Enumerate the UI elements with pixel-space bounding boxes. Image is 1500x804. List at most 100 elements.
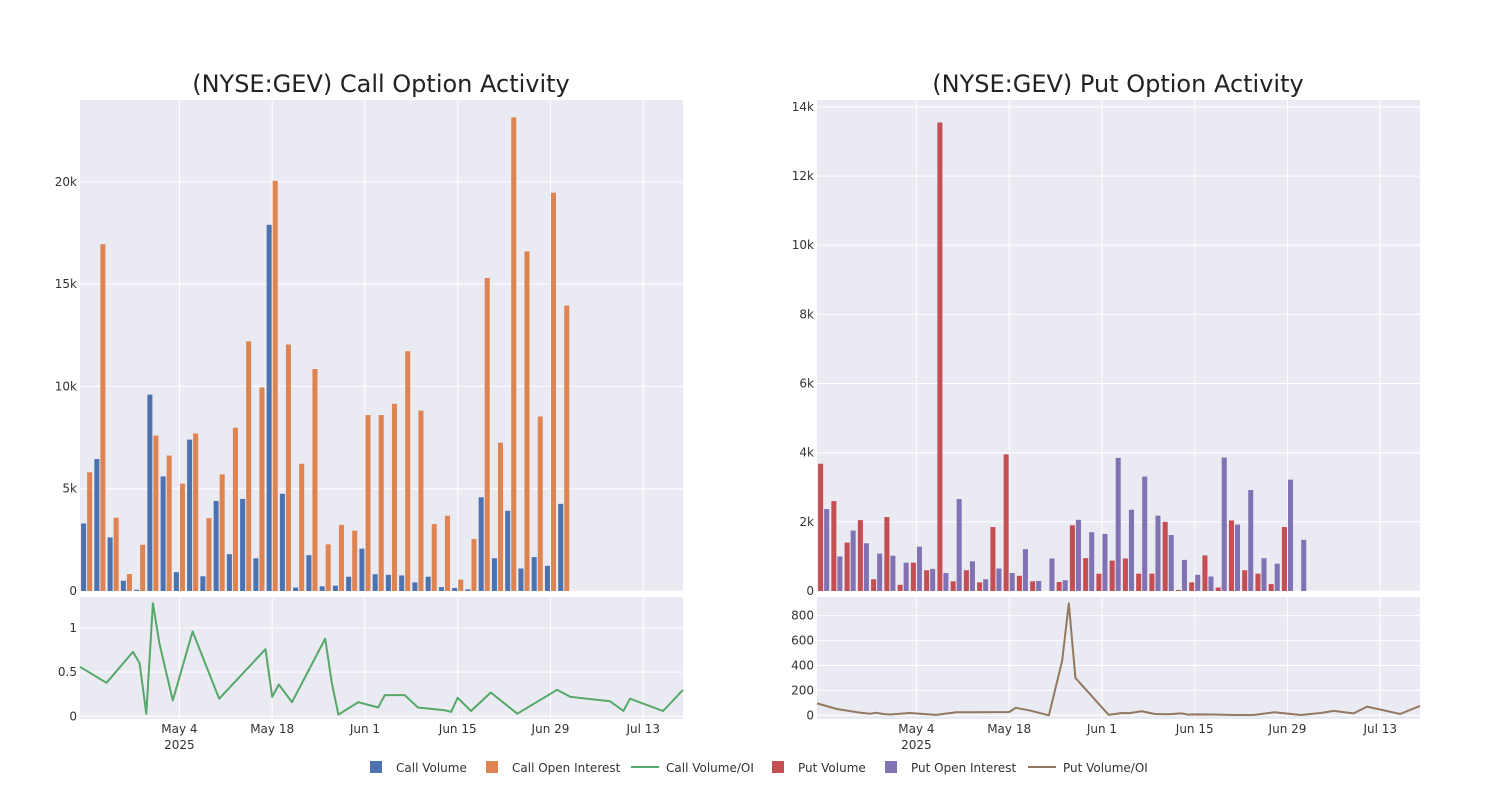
put-open-interest-bar — [1049, 558, 1055, 591]
y-tick-label: 20k — [55, 175, 77, 189]
call-open-interest-bar — [166, 455, 172, 591]
call-open-interest-bar — [471, 539, 477, 591]
call-volume-bar — [531, 557, 537, 591]
put-open-interest-bar — [1221, 457, 1227, 591]
ratio-y-tick-label: 600 — [791, 634, 814, 648]
put-open-interest-bar — [890, 555, 896, 591]
put-open-interest-bar — [1287, 479, 1294, 591]
call-open-interest-bar — [126, 574, 132, 591]
call-volume-bar — [160, 476, 166, 591]
put-volume-oi-line — [816, 602, 1421, 717]
put-open-interest-bar — [996, 568, 1002, 591]
x-tick-sublabel: 2025 — [901, 738, 932, 752]
put-open-interest-bar — [824, 509, 830, 591]
call-volume-bar — [452, 587, 458, 591]
call-open-interest-bar — [246, 341, 252, 591]
put-open-interest-bar — [1089, 532, 1095, 591]
put-volume-bar — [871, 579, 877, 591]
call-volume-bar — [226, 554, 232, 591]
put-open-interest-bar — [1181, 559, 1187, 591]
legend: Call Volume Call Open Interest Call Volume… — [370, 761, 1148, 775]
call-open-interest-bar — [537, 416, 543, 591]
call-open-interest-bar — [550, 192, 557, 591]
call-volume-bar — [518, 568, 524, 591]
call-volume-bar — [107, 537, 113, 591]
put-open-interest-bar — [1075, 519, 1081, 591]
ratio-y-tick-label: 0.5 — [58, 665, 77, 679]
put-volume-bar — [1083, 558, 1089, 591]
put-volume-bar — [857, 520, 863, 591]
call-open-interest-bar — [87, 472, 93, 591]
put-volume-bar — [818, 463, 824, 591]
put-volume-bar — [1175, 589, 1181, 591]
put-volume-bar — [1016, 575, 1022, 591]
call-open-interest-bar — [259, 387, 265, 591]
call-volume-bar — [438, 587, 444, 591]
call-volume-bar — [359, 548, 365, 591]
put-open-interest-bar — [1128, 509, 1134, 591]
call-volume-bar — [558, 503, 564, 591]
legend-swatch — [486, 761, 498, 773]
legend-label: Call Volume — [396, 761, 467, 775]
put-volume-bar — [977, 582, 983, 591]
call-open-interest-bar — [179, 483, 185, 591]
call-volume-oi-line — [79, 602, 684, 716]
call-volume-bar — [213, 500, 219, 591]
put-volume-bar — [1096, 573, 1102, 591]
call-open-interest-bar — [193, 433, 199, 591]
put-volume-bar — [1056, 582, 1062, 591]
call-volume-bar — [200, 576, 206, 591]
call-open-interest-bar — [232, 427, 238, 591]
put-open-interest-bar — [1036, 580, 1042, 591]
call-volume-bar — [293, 587, 299, 591]
call-volume-bar — [332, 585, 338, 591]
put-open-interest-bar — [863, 543, 869, 591]
y-tick-label: 6k — [799, 377, 814, 391]
x-tick-label: Jun 1 — [349, 722, 380, 736]
put-volume-bar — [937, 122, 943, 592]
y-tick-label: 2k — [799, 515, 814, 529]
put-open-interest-bar — [1155, 515, 1161, 591]
put-volume-bar — [963, 570, 969, 591]
put-open-interest-bar — [1142, 476, 1148, 591]
call-open-interest-bar — [378, 415, 384, 591]
y-tick-label: 14k — [792, 100, 814, 114]
call-open-interest-bar — [497, 442, 503, 591]
call-volume-bar — [478, 497, 484, 591]
put-volume-bar — [897, 584, 903, 591]
call-open-interest-bar — [365, 415, 371, 591]
put-volume-bar — [990, 527, 996, 591]
put-volume-bar — [1202, 555, 1208, 591]
call-volume-bar — [544, 565, 550, 591]
put-volume-bar — [884, 517, 890, 591]
put-open-interest-bar — [1274, 563, 1280, 591]
x-tick-label: Jul 13 — [625, 722, 660, 736]
call-open-interest-bar — [458, 579, 464, 591]
call-open-interest-bar — [272, 180, 278, 591]
put-volume-bar — [1162, 521, 1168, 591]
call-volume-bar — [94, 459, 100, 591]
put-open-interest-bar — [1195, 574, 1201, 591]
call-open-interest-bar — [206, 518, 212, 591]
put-open-interest-bar — [943, 573, 949, 591]
call-volume-bar — [173, 572, 179, 591]
y-tick-label: 5k — [62, 482, 77, 496]
put-open-interest-bar — [1261, 558, 1267, 591]
call-open-interest-bar — [418, 410, 424, 591]
call-open-interest-bar — [444, 515, 450, 591]
put-volume-bar — [1255, 573, 1261, 591]
ratio-plot-area — [817, 597, 1420, 719]
put-open-interest-bar — [1208, 576, 1214, 591]
call-volume-bar — [399, 575, 405, 591]
put-volume-bar — [1109, 560, 1115, 591]
call-volume-bar — [120, 580, 126, 591]
y-tick-label: 10k — [792, 238, 814, 252]
put-volume-bar — [910, 562, 916, 591]
put-open-interest-bar — [1022, 549, 1028, 591]
legend-label: Call Volume/OI — [666, 761, 754, 775]
call-volume-bar — [81, 523, 87, 591]
call-open-interest-bar — [219, 474, 225, 591]
put-open-interest-bar — [1168, 534, 1174, 591]
call-volume-bar — [187, 439, 193, 591]
